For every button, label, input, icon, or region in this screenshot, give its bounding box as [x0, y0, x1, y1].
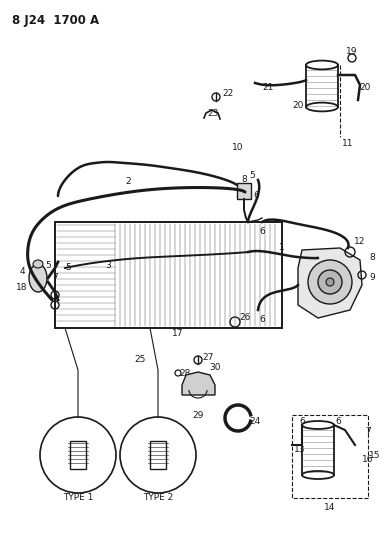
Text: 8 J24  1700 A: 8 J24 1700 A	[12, 14, 99, 27]
Text: 20: 20	[292, 101, 304, 109]
Text: 23: 23	[207, 109, 219, 117]
Text: 27: 27	[202, 352, 214, 361]
Text: 6: 6	[335, 417, 341, 426]
Circle shape	[326, 278, 334, 286]
Text: 7: 7	[365, 427, 371, 437]
Text: 21: 21	[262, 84, 274, 93]
Text: 15: 15	[369, 450, 381, 459]
Text: TYPE 2: TYPE 2	[143, 492, 173, 502]
Text: 13: 13	[294, 446, 306, 455]
Text: 28: 28	[179, 368, 191, 377]
Text: 1: 1	[279, 244, 285, 253]
Text: 29: 29	[192, 410, 204, 419]
Text: 5: 5	[45, 262, 51, 271]
Text: 11: 11	[342, 139, 354, 148]
Text: 5: 5	[65, 263, 71, 272]
Circle shape	[308, 260, 352, 304]
Polygon shape	[182, 372, 215, 395]
Text: 5: 5	[249, 171, 255, 180]
Text: 22: 22	[222, 90, 234, 99]
Text: 7: 7	[52, 273, 58, 282]
Text: 6: 6	[299, 417, 305, 426]
Text: 9: 9	[369, 273, 375, 282]
Text: 20: 20	[359, 84, 371, 93]
Ellipse shape	[33, 260, 43, 268]
Text: 4: 4	[19, 268, 25, 277]
Text: 26: 26	[239, 313, 251, 322]
Text: 2: 2	[125, 177, 131, 187]
Text: TYPE 1: TYPE 1	[63, 492, 93, 502]
Text: 6: 6	[259, 228, 265, 237]
Text: 14: 14	[324, 503, 336, 512]
Text: 6: 6	[253, 191, 259, 200]
Text: 30: 30	[209, 364, 221, 373]
Text: 6: 6	[259, 316, 265, 325]
Text: 8: 8	[241, 175, 247, 184]
Text: 12: 12	[354, 238, 366, 246]
Text: 3: 3	[105, 261, 111, 270]
Bar	[237, 183, 251, 199]
Text: 24: 24	[249, 417, 261, 426]
Text: 10: 10	[232, 143, 244, 152]
Text: 8: 8	[369, 254, 375, 262]
Text: 17: 17	[172, 328, 184, 337]
Circle shape	[318, 270, 342, 294]
Polygon shape	[298, 248, 362, 318]
Text: 18: 18	[16, 284, 28, 293]
Text: 25: 25	[134, 356, 146, 365]
Text: 19: 19	[346, 47, 358, 56]
Text: 16: 16	[362, 456, 374, 464]
Ellipse shape	[29, 264, 47, 292]
